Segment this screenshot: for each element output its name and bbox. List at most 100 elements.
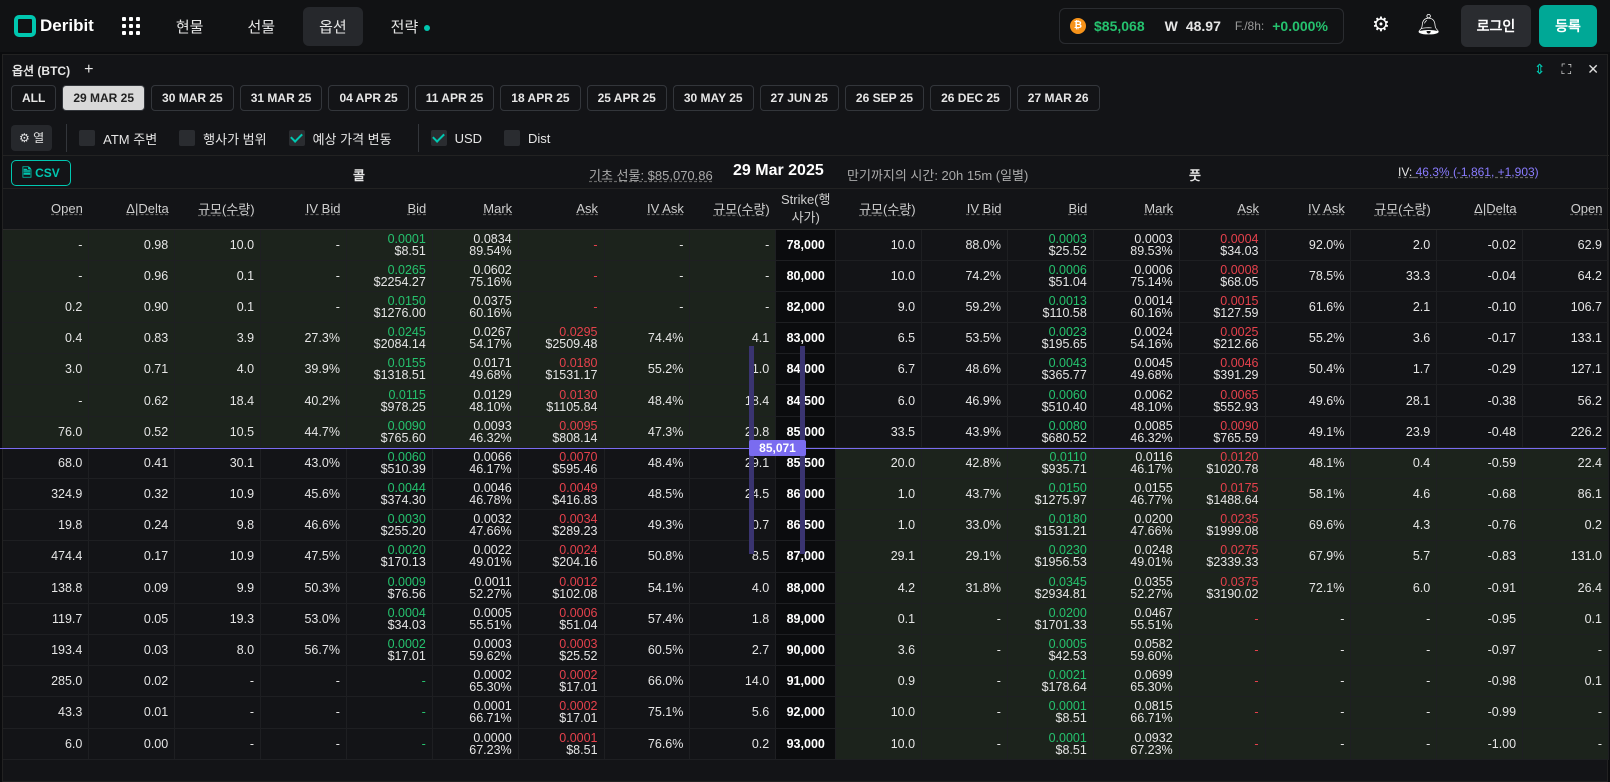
cell[interactable]: 0.0582 59.60% — [1093, 634, 1180, 667]
expiry-tab[interactable]: 27 MAR 26 — [1016, 85, 1100, 111]
cell[interactable]: 43.7% — [921, 478, 1008, 511]
cell[interactable]: 0.17 — [88, 540, 176, 573]
cell[interactable]: 56.7% — [260, 634, 347, 667]
cell[interactable]: 74.4% — [604, 322, 691, 355]
cell[interactable]: 0.0467 55.51% — [1093, 603, 1180, 635]
cell[interactable]: - — [1350, 665, 1438, 698]
cell[interactable]: 3.6 — [1350, 322, 1438, 355]
cell[interactable]: 0.0095 $808.14 — [518, 416, 605, 448]
cell[interactable]: 0.0060 $510.40 — [1007, 384, 1094, 417]
cell[interactable]: 42.8% — [921, 447, 1008, 480]
cell[interactable]: 10.9 — [174, 540, 262, 573]
cell[interactable]: 6.0 — [3, 728, 90, 760]
cell[interactable]: 0.0155 46.77% — [1093, 478, 1180, 511]
cell[interactable]: 0.1 — [1522, 603, 1609, 635]
cell[interactable]: 54.1% — [604, 572, 691, 604]
cell[interactable]: 0.0834 89.54% — [432, 229, 519, 261]
table-row[interactable]: 76.0 0.52 10.5 44.7% 0.0090 $765.60 0.0093 46.3… — [3, 416, 1609, 448]
cell[interactable]: 0.0355 52.27% — [1093, 572, 1180, 604]
cell[interactable]: - — [3, 260, 90, 292]
cell[interactable]: 133.1 — [1522, 322, 1609, 355]
expiry-tab[interactable]: 18 APR 25 — [500, 85, 581, 111]
cell[interactable]: 0.0001 $8.51 — [1007, 728, 1094, 760]
cell[interactable]: 49.1% — [1265, 416, 1352, 448]
nav-spot[interactable]: 현물 — [175, 18, 204, 36]
cell[interactable]: 4.6 — [1350, 478, 1438, 511]
cell[interactable]: 5.6 — [689, 696, 777, 729]
cell[interactable]: 0.0024 54.16% — [1093, 322, 1180, 355]
table-row[interactable]: 138.8 0.09 9.9 50.3% 0.0009 $76.56 0.0011 52.27… — [3, 572, 1609, 604]
col-delta[interactable]: Δ|Delta — [1436, 189, 1523, 230]
cell[interactable]: 0.0295 $2509.48 — [518, 322, 605, 355]
cell[interactable]: 48.6% — [921, 353, 1008, 386]
col-ivbid[interactable]: IV Bid — [260, 189, 347, 230]
cell[interactable]: 0.0093 46.32% — [432, 416, 519, 448]
table-row[interactable]: 19.8 0.24 9.8 46.6% 0.0030 $255.20 0.0032 47.66… — [3, 509, 1609, 542]
deribit-logo[interactable]: Deribit — [14, 15, 94, 37]
gear-icon[interactable]: ⚙ — [1372, 14, 1390, 36]
col-strike[interactable]: Strike(행사가) — [775, 189, 836, 230]
cell[interactable]: 48.4% — [604, 384, 691, 417]
cell[interactable]: 49.6% — [1265, 384, 1352, 417]
cell[interactable]: 0.0150 $1276.00 — [346, 291, 433, 324]
cell[interactable]: 48.1% — [1265, 447, 1352, 480]
cell[interactable]: 53.5% — [921, 322, 1008, 355]
cell[interactable]: 0.0049 $416.83 — [518, 478, 605, 511]
cell[interactable]: 43.0% — [260, 447, 347, 480]
cell[interactable]: - — [518, 260, 605, 292]
cell[interactable]: 58.1% — [1265, 478, 1352, 511]
cell[interactable]: 4.2 — [835, 572, 923, 604]
table-row[interactable]: -0.98 10.0-0.0001 $8.51 0.0834 89.54% - - -78,0… — [3, 229, 1609, 261]
cell[interactable]: 24.5 — [689, 478, 777, 511]
cell[interactable]: 59.2% — [921, 291, 1008, 324]
cell[interactable]: 78.5% — [1265, 260, 1352, 292]
cell[interactable]: 64.2 — [1522, 260, 1609, 292]
table-row[interactable]: 285.0 0.02- - -0.0002 65.30% 0.0002 $17.01 66.0… — [3, 665, 1609, 698]
cell[interactable]: 0.1 — [1522, 665, 1609, 698]
cell[interactable]: 10.0 — [835, 696, 923, 729]
cell[interactable]: 45.6% — [260, 478, 347, 511]
price-ticker[interactable]: ₿ $85,068 W 48.97 F./8h: +0.000% — [1059, 8, 1344, 44]
cell[interactable]: 0.0024 $204.16 — [518, 540, 605, 573]
cell[interactable]: 9.8 — [174, 509, 262, 542]
nav-options[interactable]: 옵션 — [303, 6, 363, 46]
cell[interactable]: 0.0180 $1531.17 — [518, 353, 605, 386]
cell[interactable]: 0.0003 59.62% — [432, 634, 519, 667]
cell[interactable]: 18.4 — [689, 384, 777, 417]
cell[interactable]: 55.2% — [604, 353, 691, 386]
cell[interactable]: 0.1 — [835, 603, 923, 635]
cell[interactable]: 0.0006 75.14% — [1093, 260, 1180, 292]
cell[interactable]: 50.3% — [260, 572, 347, 604]
cell[interactable]: 0.0815 66.71% — [1093, 696, 1180, 729]
cell[interactable]: 0.0020 $170.13 — [346, 540, 433, 573]
atm-filter[interactable]: ATM 주변 — [79, 129, 157, 148]
cell[interactable]: 0.71 — [88, 353, 176, 386]
cell[interactable]: 193.4 — [3, 634, 90, 667]
cell[interactable]: 0.0002 $17.01 — [518, 696, 605, 729]
cell[interactable]: -0.98 — [1436, 665, 1524, 698]
expiry-tab[interactable]: 27 JUN 25 — [759, 85, 839, 111]
cell[interactable]: 14.0 — [689, 665, 777, 698]
cell[interactable]: 76.6% — [604, 728, 691, 760]
cell[interactable]: 106.7 — [1522, 291, 1609, 324]
cell[interactable]: - — [518, 291, 605, 324]
expiry-tab[interactable]: ALL — [11, 85, 57, 111]
cell[interactable]: 22.4 — [1522, 447, 1609, 480]
cell[interactable]: 8.5 — [689, 540, 777, 573]
cell[interactable]: 23.9 — [1350, 416, 1438, 448]
cell[interactable]: 0.0230 $1956.53 — [1007, 540, 1094, 573]
login-button[interactable]: 로그인 — [1461, 5, 1531, 47]
cell[interactable]: 0.0699 65.30% — [1093, 665, 1180, 698]
expected-move-filter[interactable]: 예상 가격 변동 — [288, 129, 392, 148]
cell[interactable]: 0.09 — [88, 572, 176, 604]
cell[interactable]: 40.2% — [260, 384, 347, 417]
cell[interactable]: 0.0015 $127.59 — [1179, 291, 1266, 324]
cell[interactable]: -0.95 — [1436, 603, 1524, 635]
col-bid[interactable]: Bid — [346, 189, 433, 230]
cell[interactable]: 1.0 — [835, 509, 923, 542]
cell[interactable]: - — [1179, 665, 1266, 698]
cell[interactable]: - — [689, 229, 777, 261]
cell[interactable]: 0.0004 $34.03 — [346, 603, 433, 635]
table-row[interactable]: 119.7 0.05 19.3 53.0% 0.0004 $34.03 0.0005 55.5… — [3, 603, 1609, 635]
cell[interactable]: 67.9% — [1265, 540, 1352, 573]
